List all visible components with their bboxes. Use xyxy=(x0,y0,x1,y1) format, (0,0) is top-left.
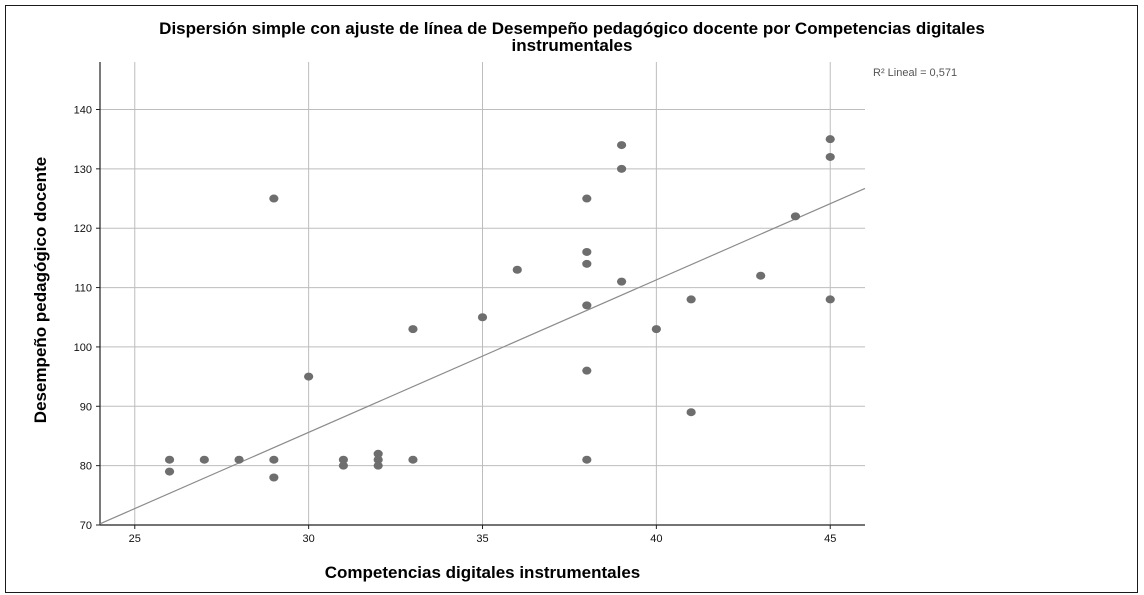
data-point xyxy=(825,295,835,304)
axes: 25 30 35 40 45 70 80 90 100 110 120 130 140 xyxy=(74,62,865,545)
data-point xyxy=(164,467,175,476)
data-point xyxy=(582,247,592,256)
data-point xyxy=(825,135,835,144)
data-point xyxy=(616,164,627,173)
data-point xyxy=(686,295,696,304)
data-point xyxy=(373,455,383,464)
x-tick-label: 30 xyxy=(303,533,315,545)
chart-frame xyxy=(5,5,1138,593)
data-point xyxy=(582,455,592,464)
data-point xyxy=(790,212,801,221)
data-point xyxy=(164,455,175,464)
data-point xyxy=(269,455,279,464)
y-tick-label: 80 xyxy=(80,461,92,473)
data-point xyxy=(234,455,244,464)
y-tick-label: 140 xyxy=(74,104,92,116)
data-points xyxy=(164,135,835,482)
data-point xyxy=(269,194,279,203)
y-tick-label: 130 xyxy=(74,164,92,176)
chart-title-line-2: instrumentales xyxy=(511,36,633,55)
y-tick-label: 100 xyxy=(74,342,92,354)
data-point xyxy=(338,461,349,470)
x-tick-label: 45 xyxy=(824,533,836,545)
y-tick-label: 120 xyxy=(74,223,92,235)
data-point xyxy=(373,461,383,470)
x-tick-label: 40 xyxy=(650,533,662,545)
fit-line xyxy=(99,187,866,525)
data-point xyxy=(825,152,835,161)
data-point xyxy=(686,408,696,417)
data-point xyxy=(582,301,592,310)
data-point xyxy=(651,325,661,334)
data-point xyxy=(582,259,592,268)
y-tick-label: 90 xyxy=(80,401,92,413)
data-point xyxy=(338,455,349,464)
x-tick-label: 35 xyxy=(476,533,488,545)
y-tick-label: 70 xyxy=(80,520,92,532)
data-point xyxy=(616,141,627,150)
data-point xyxy=(756,271,766,280)
x-axis-label: Competencias digitales instrumentales xyxy=(324,563,641,582)
r2-annotation: R² Lineal = 0,571 xyxy=(873,67,958,79)
data-point xyxy=(408,325,418,334)
data-point xyxy=(408,455,418,464)
data-point xyxy=(304,372,314,381)
fit-line-layer xyxy=(99,187,866,525)
x-tick-label: 25 xyxy=(129,533,141,545)
data-point xyxy=(477,313,488,322)
data-point xyxy=(582,194,592,203)
data-point xyxy=(199,455,209,464)
chart-title-line-1: Dispersión simple con ajuste de línea de… xyxy=(159,19,985,38)
data-point xyxy=(269,473,279,482)
grid-lines xyxy=(100,62,865,525)
y-tick-label: 110 xyxy=(74,283,92,295)
data-point xyxy=(582,366,592,375)
data-point xyxy=(512,265,522,274)
data-point xyxy=(616,277,627,286)
data-point xyxy=(373,449,383,458)
